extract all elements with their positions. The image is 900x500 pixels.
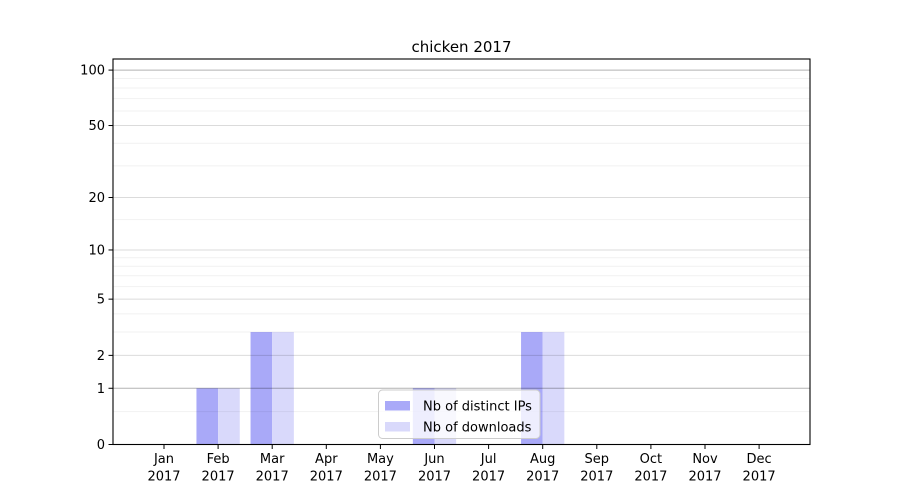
x-tick-label-year: 2017 (310, 470, 343, 485)
y-tick-label: 100 (80, 64, 105, 79)
x-tick-label-month: Jun (423, 452, 444, 467)
bar-distinct-ips-mar (250, 332, 273, 445)
x-tick-label-year: 2017 (472, 470, 505, 485)
x-tick-label-year: 2017 (256, 470, 289, 485)
y-tick-label: 0 (97, 438, 105, 453)
x-tick-label-month: Aug (530, 452, 555, 467)
y-tick-label: 50 (88, 119, 105, 134)
x-tick-label-month: Oct (640, 452, 662, 467)
x-tick-label-year: 2017 (202, 470, 235, 485)
x-tick-label-month: Apr (315, 452, 338, 467)
bar-downloads-aug (542, 332, 565, 445)
x-tick-label-year: 2017 (526, 470, 559, 485)
bar-downloads-mar (272, 332, 294, 445)
bar-distinct-ips-feb (196, 388, 219, 445)
x-tick-label-month: Nov (692, 452, 718, 467)
x-tick-label-month: Sep (585, 452, 610, 467)
x-tick-label-year: 2017 (418, 470, 451, 485)
chart-title: chicken 2017 (412, 38, 512, 56)
legend-box (378, 389, 541, 439)
x-tick-labels: Jan 2017 Feb 2017 Mar 2017 Apr 2017 May 2017 Jun 20… (147, 452, 775, 485)
x-tick-label-year: 2017 (364, 470, 397, 485)
y-tick-label: 5 (97, 293, 105, 308)
y-tick-label: 20 (88, 191, 105, 206)
legend: Nb of distinct IPs Nb of downloads (378, 389, 541, 439)
x-tick-label-year: 2017 (743, 470, 776, 485)
y-tick-labels: 0 1 2 5 10 20 50 100 (80, 64, 105, 453)
x-tick-label-year: 2017 (688, 470, 721, 485)
x-tick-label-month: Mar (260, 452, 285, 467)
plot-border (112, 58, 811, 446)
x-tick-label-year: 2017 (147, 470, 180, 485)
legend-label-downloads: Nb of downloads (423, 421, 532, 436)
axes-layer (108, 58, 811, 449)
legend-label-distinct-ips: Nb of distinct IPs (423, 400, 532, 415)
x-tick-label-month: Feb (207, 452, 230, 467)
legend-swatch-distinct-ips (385, 401, 410, 411)
y-tick-label: 2 (97, 349, 105, 364)
x-tick-label-month: Jan (153, 452, 174, 467)
x-tick-label-year: 2017 (580, 470, 613, 485)
y-tick-label: 1 (97, 382, 105, 397)
legend-swatch-downloads (385, 422, 410, 432)
bar-downloads-feb (218, 388, 240, 445)
y-tick-label: 10 (88, 243, 105, 258)
x-tick-label-month: May (367, 452, 394, 467)
gridlines-layer (113, 69, 810, 413)
x-tick-label-month: Jul (480, 452, 497, 467)
x-tick-label-month: Dec (747, 452, 772, 467)
x-tick-label-year: 2017 (634, 470, 667, 485)
